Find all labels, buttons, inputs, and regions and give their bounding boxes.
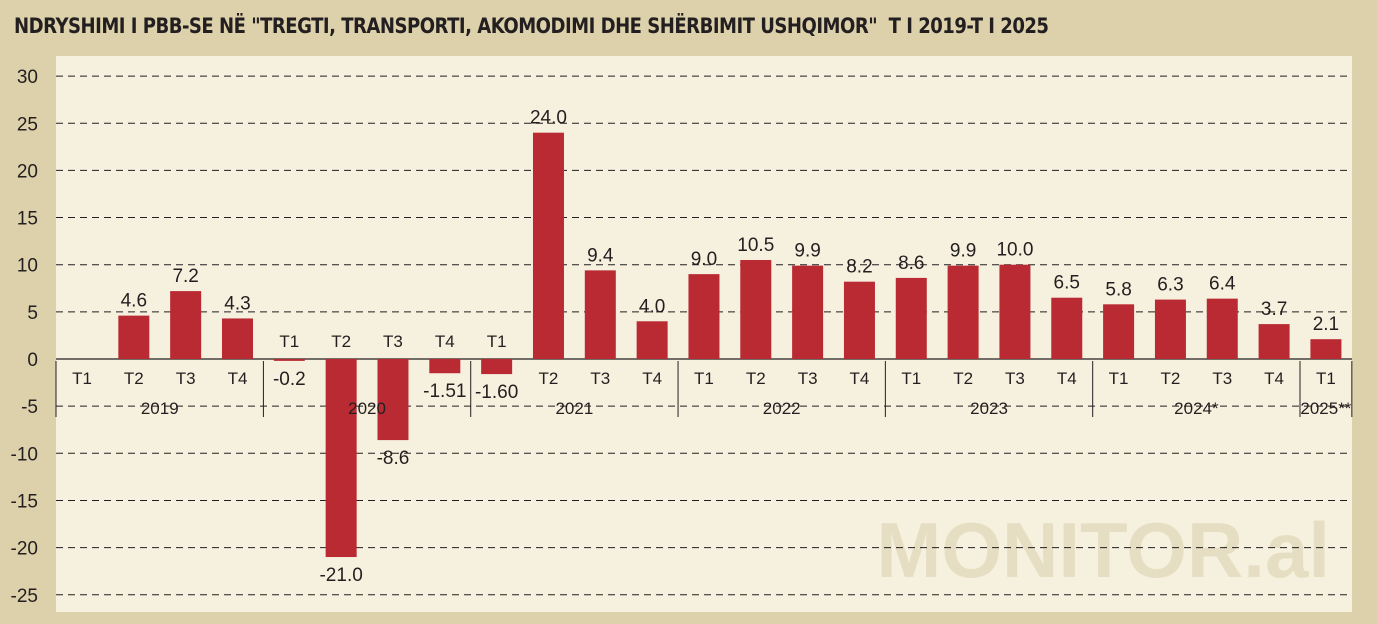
bar [1154,299,1186,359]
quarter-label: T1 [279,332,299,351]
data-label: 4.3 [224,293,250,314]
data-label: 10.5 [737,235,774,256]
data-label: 9.9 [950,241,976,262]
data-label: 24.0 [530,108,567,129]
data-label: -8.6 [377,448,410,469]
year-label: 2023 [970,399,1008,418]
quarter-label: T3 [176,369,196,388]
data-label: 3.7 [1261,299,1287,320]
y-tick-label: -5 [21,397,38,418]
bar [584,270,616,359]
y-tick-label: -10 [11,444,38,465]
chart-title: NDRYSHIMI I PBB-SE NË "TREGTI, TRANSPORT… [14,14,1049,38]
y-tick-label: -25 [11,586,38,607]
data-label: -1.60 [475,382,518,403]
quarter-label: T3 [1212,369,1232,388]
data-label: 9.0 [691,249,717,270]
y-tick-label: -20 [11,539,38,560]
year-label: 2019 [141,399,179,418]
quarter-label: T2 [746,369,766,388]
year-label: 2022 [763,399,801,418]
data-label: 4.0 [639,296,665,317]
data-label: 6.4 [1209,274,1236,295]
quarter-label: T1 [72,369,92,388]
bar [999,264,1031,359]
year-label: 2020 [348,399,386,418]
y-tick-label: 20 [17,161,38,182]
y-tick-label: 0 [27,350,38,371]
bar [170,291,202,359]
bar [532,132,564,359]
data-label: 9.4 [587,245,614,266]
quarter-label: T1 [1109,369,1129,388]
y-tick-label: 30 [17,67,38,88]
bar [1310,339,1342,359]
bar [947,265,979,359]
bar [636,321,668,359]
data-label: 5.8 [1105,279,1131,300]
quarter-label: T4 [228,369,248,388]
bar [740,259,772,359]
data-label: 2.1 [1313,314,1339,335]
bar [792,265,824,359]
data-label: -21.0 [319,565,362,586]
bar [843,281,875,359]
quarter-label: T3 [1005,369,1025,388]
year-label: 2021 [555,399,593,418]
data-label: 10.0 [996,240,1033,261]
bar [273,359,305,361]
data-label: 8.6 [898,253,924,274]
quarter-label: T2 [124,369,144,388]
quarter-label: T4 [850,369,870,388]
bar [688,274,720,359]
watermark-text: MONITOR.al [876,506,1330,594]
quarter-label: T2 [331,332,351,351]
data-label: 7.2 [172,266,198,287]
data-label: 6.5 [1054,273,1080,294]
y-tick-label: 5 [27,303,38,324]
data-label: 9.9 [794,241,820,262]
quarter-label: T3 [590,369,610,388]
data-label: 4.6 [121,291,147,312]
data-label: -1.51 [423,381,466,402]
bar [429,359,461,374]
data-label: 8.2 [846,257,872,278]
data-label: -0.2 [273,369,306,390]
quarter-label: T1 [694,369,714,388]
quarter-label: T2 [1161,369,1181,388]
bar [1103,304,1135,359]
quarter-label: T2 [953,369,973,388]
quarter-label: T4 [435,332,455,351]
bar [1206,298,1238,359]
quarter-label: T4 [1057,369,1077,388]
quarter-label: T4 [642,369,662,388]
quarter-label: T4 [1264,369,1284,388]
bar [895,277,927,359]
y-tick-label: 15 [17,209,38,230]
quarter-label: T1 [487,332,507,351]
quarter-label: T3 [383,332,403,351]
bar [1258,324,1290,359]
y-tick-label: 25 [17,114,38,135]
year-label: 2024* [1174,399,1219,418]
quarter-label: T3 [798,369,818,388]
bar [481,359,513,375]
year-label: 2025** [1300,399,1351,418]
bar [377,359,409,441]
quarter-label: T2 [539,369,559,388]
y-tick-label: -15 [11,491,38,512]
data-label: 6.3 [1157,275,1183,296]
bar [221,318,253,359]
quarter-label: T1 [901,369,921,388]
bar [118,315,150,359]
quarter-label: T1 [1316,369,1336,388]
y-tick-label: 10 [17,256,38,277]
bar [1051,297,1083,359]
bar [325,359,357,558]
